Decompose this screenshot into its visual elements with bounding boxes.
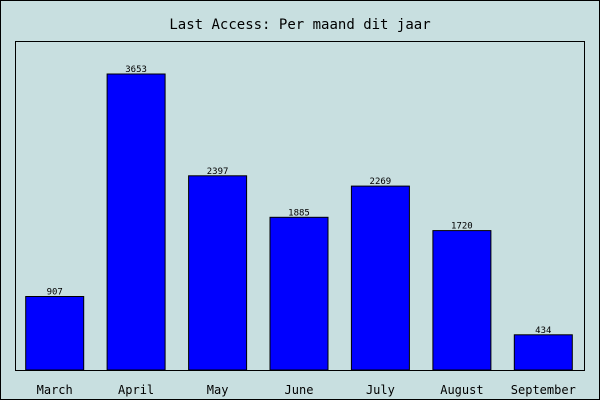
x-tick-april: April: [118, 383, 154, 397]
data-label-march: 907: [47, 288, 63, 298]
plot-frame: [15, 41, 585, 371]
labels-layer: 907 3653 2397 1885 2269 1720 434: [47, 65, 552, 336]
x-tick-june: June: [285, 383, 314, 397]
bar-april: [106, 73, 166, 371]
chart-title: Last Access: Per maand dit jaar: [169, 17, 430, 33]
bar-september: [513, 334, 573, 371]
data-label-september: 434: [535, 326, 551, 336]
bar-june: [269, 216, 329, 371]
x-tick-labels: March April May June July August September: [37, 383, 576, 397]
data-label-july: 2269: [370, 177, 392, 187]
x-tick-may: May: [207, 383, 229, 397]
bar-august: [432, 230, 492, 371]
x-tick-september: September: [511, 383, 576, 397]
x-tick-july: July: [366, 383, 395, 397]
data-label-may: 2397: [207, 167, 229, 177]
data-label-april: 3653: [125, 65, 147, 75]
data-label-august: 1720: [451, 222, 473, 232]
data-label-june: 1885: [288, 208, 310, 218]
bar-may: [188, 175, 248, 371]
x-tick-march: March: [37, 383, 73, 397]
bar-july: [350, 185, 410, 371]
x-tick-august: August: [440, 383, 483, 397]
bars-layer: [25, 73, 573, 371]
bar-march: [25, 296, 85, 371]
